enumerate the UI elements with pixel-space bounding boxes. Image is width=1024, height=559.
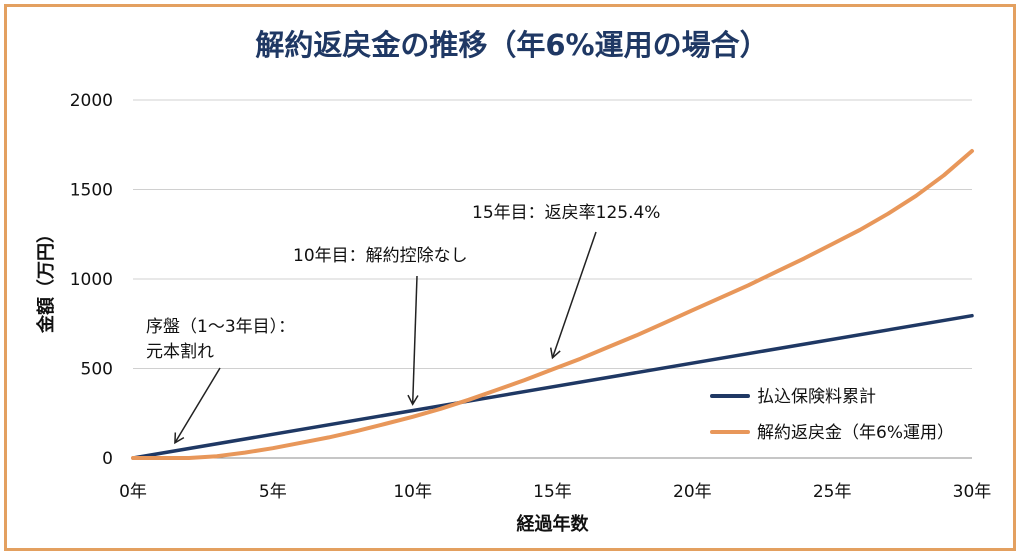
x-tick-label: 30年 [953,482,992,502]
y-axis-title: 金額（万円） [35,225,57,334]
x-tick-label: 20年 [673,482,712,502]
annotation-arrow [407,275,419,406]
x-tick-label: 15年 [533,482,572,502]
x-tick-label: 25年 [813,482,852,502]
surrender-value-line [131,149,974,460]
annotation-arrow [174,367,221,445]
legend-label: 解約返戻金（年6%運用） [757,423,954,443]
y-tick-label: 1000 [70,270,113,290]
annotation-text: 元本割れ [146,342,214,362]
annotation-text: 15年目：返戻率125.4% [472,203,660,223]
x-tick-label: 0年 [119,482,147,502]
y-tick-label: 1500 [70,181,113,201]
annotation-arrow [549,231,597,360]
premium-total-line [131,313,974,460]
y-tick-label: 2000 [70,91,113,111]
x-tick-label: 10年 [393,482,432,502]
annotation-text: 序盤（1〜3年目）： [146,317,295,337]
chart-title: 解約返戻金の推移（年6%運用の場合） [255,28,769,62]
y-tick-label: 0 [102,449,113,469]
x-axis-title: 経過年数 [517,513,590,535]
annotation-text: 10年目：解約控除なし [293,246,468,266]
legend-label: 払込保険料累計 [757,387,876,407]
x-tick-label: 5年 [259,482,287,502]
y-tick-label: 500 [81,360,113,380]
